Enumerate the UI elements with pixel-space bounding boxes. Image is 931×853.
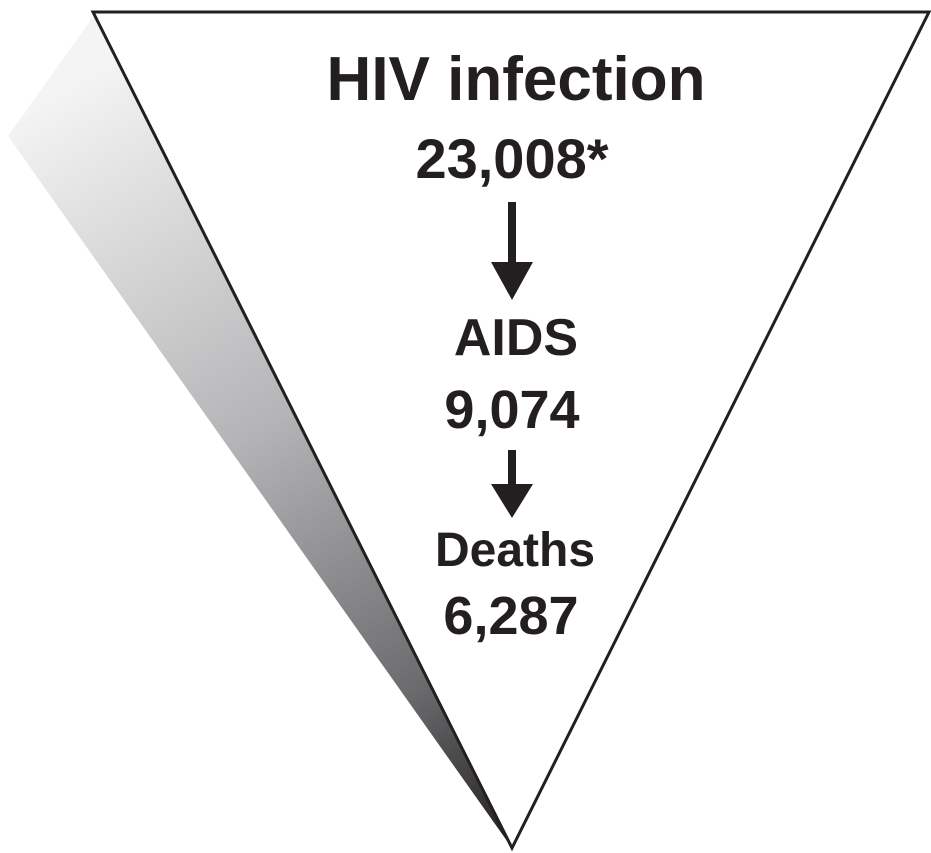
stage-value-deaths: 6,287 — [443, 586, 578, 646]
stage-value-hiv-infection: 23,008* — [415, 127, 608, 190]
stage-label-deaths: Deaths — [435, 524, 595, 577]
stage-label-hiv-infection: HIV infection — [327, 45, 706, 114]
stage-value-aids: 9,074 — [444, 380, 579, 440]
stage-label-aids: AIDS — [454, 309, 578, 367]
funnel-shadow — [8, 14, 512, 848]
arrow-down-icon — [491, 202, 533, 300]
arrow-down-icon — [491, 450, 533, 518]
funnel-triangle — [90, 10, 931, 852]
